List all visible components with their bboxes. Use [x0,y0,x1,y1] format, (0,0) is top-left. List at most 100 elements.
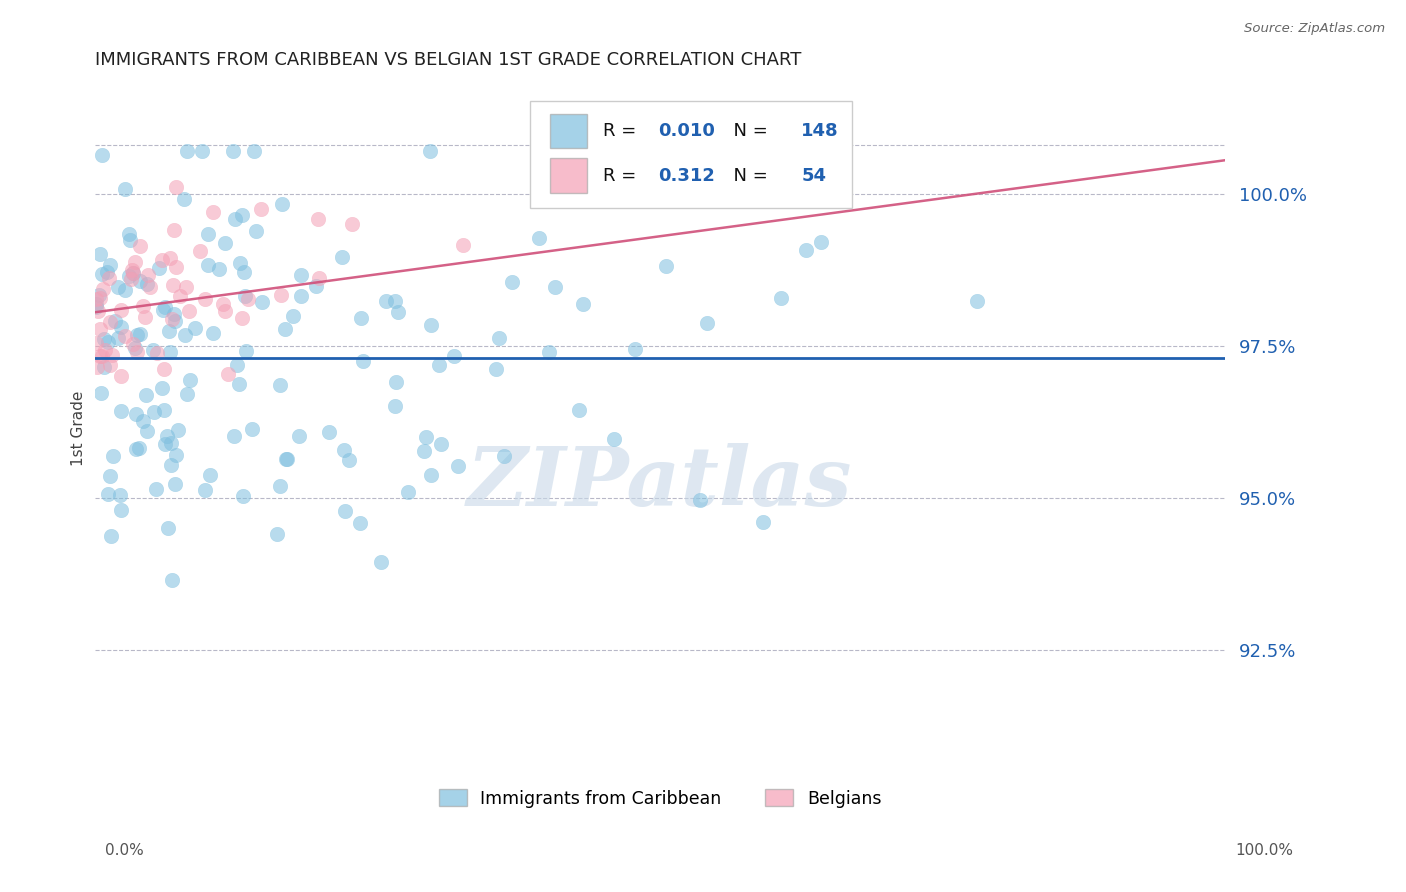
Point [90,386,112,401]
Point [163,307,186,321]
Text: 0.312: 0.312 [658,167,714,185]
Point [110,319,132,334]
Point [485,362,508,376]
Point [120,233,142,247]
Point [810,235,832,249]
Point [568,402,591,417]
Point [430,437,453,451]
Point [165,179,187,194]
Point [350,311,373,326]
Point [193,483,215,497]
Point [162,574,184,588]
Point [89,247,111,261]
Point [114,182,136,196]
Point [447,458,470,473]
Point [98,358,121,372]
Point [191,144,214,158]
Text: 0.0%: 0.0% [105,843,145,858]
Point [352,354,374,368]
Text: R =: R = [603,167,643,185]
Point [89,291,111,305]
Point [290,268,312,282]
Point [142,405,165,419]
Point [233,288,256,302]
Point [97,334,120,349]
Text: N =: N = [723,167,773,185]
Point [159,345,181,359]
Point [288,429,311,443]
Point [225,358,247,372]
Point [769,291,792,305]
Point [419,144,441,158]
Text: 100.0%: 100.0% [1236,843,1294,858]
Point [84,336,107,351]
Point [125,345,148,359]
Point [165,448,187,462]
Point [228,377,250,392]
Point [101,348,124,362]
Text: ZIPatlas: ZIPatlas [467,443,853,523]
Point [232,489,254,503]
Point [274,322,297,336]
Point [231,208,253,222]
Point [110,404,132,418]
Point [118,269,141,284]
Text: IMMIGRANTS FROM CARIBBEAN VS BELGIAN 1ST GRADE CORRELATION CHART: IMMIGRANTS FROM CARIBBEAN VS BELGIAN 1ST… [94,51,801,69]
Point [153,300,176,314]
Point [501,275,523,289]
Point [270,288,292,302]
Point [235,343,257,358]
Point [245,224,267,238]
Point [794,243,817,257]
Point [330,250,353,264]
Point [118,227,141,241]
Point [125,328,148,343]
Point [129,326,152,341]
Point [84,296,107,310]
Point [419,318,441,332]
Point [86,360,108,375]
Point [98,258,121,272]
Text: Source: ZipAtlas.com: Source: ZipAtlas.com [1244,22,1385,36]
Point [396,485,419,500]
Point [152,252,174,267]
Point [122,337,145,351]
Point [125,442,148,456]
Point [243,144,266,158]
Point [492,450,515,464]
Point [135,388,157,402]
Point [128,273,150,287]
Point [266,527,288,541]
Point [96,265,118,279]
Point [427,358,450,372]
Point [98,469,121,483]
Point [214,235,236,250]
Point [87,287,110,301]
Point [308,271,330,285]
Point [152,303,174,318]
Point [240,422,263,436]
Point [335,504,357,518]
Point [163,314,186,328]
Point [174,279,197,293]
Bar [550,159,586,193]
Text: 0.010: 0.010 [658,122,714,140]
Point [125,407,148,421]
Point [537,344,560,359]
Point [157,521,180,535]
Point [231,311,253,326]
Point [114,329,136,343]
Point [340,217,363,231]
Point [121,263,143,277]
Point [98,315,121,329]
Bar [550,113,586,148]
Point [122,266,145,280]
Point [84,300,107,314]
Point [153,437,176,451]
Point [91,267,114,281]
Point [188,244,211,259]
Point [384,293,406,308]
Point [120,272,142,286]
Point [159,458,181,473]
Point [541,144,564,158]
